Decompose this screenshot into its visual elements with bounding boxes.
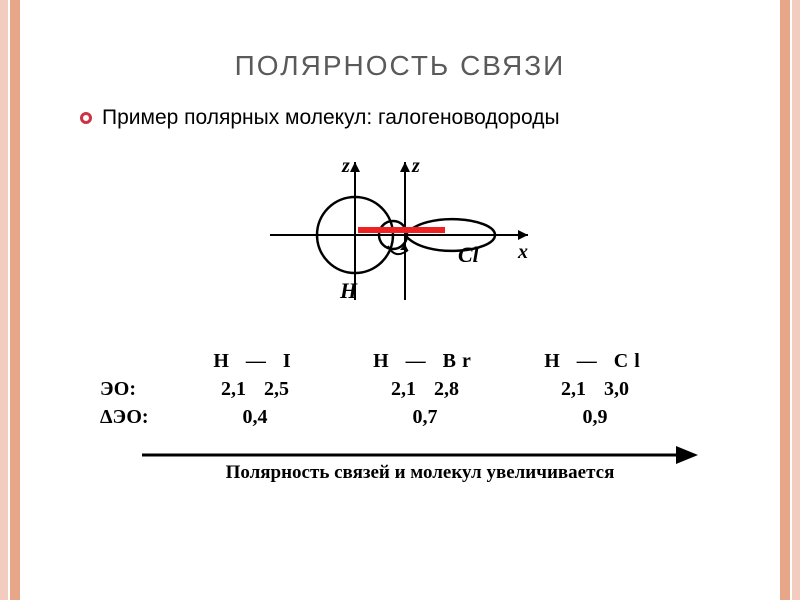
border-stripe-inner — [10, 0, 20, 600]
row-label-deo: ΔЭО: — [100, 406, 170, 429]
atom-cl-label: Cl — [458, 242, 480, 267]
eo-value: 2,5 — [264, 378, 289, 401]
bullet-row: Пример полярных молекул: галогеноводород… — [80, 106, 720, 130]
slide-subtitle: Пример полярных молекул: галогеноводород… — [102, 106, 560, 130]
axis-z2-label: z — [411, 155, 420, 177]
eo-value: 2,8 — [434, 378, 459, 401]
table-row: ЭО: 2,1 2,5 2,1 2,8 2,1 3,0 — [100, 378, 700, 406]
formula-r: Cl — [614, 350, 646, 372]
eo-cell: 2,1 2,5 — [170, 378, 340, 401]
slide-title: ПОЛЯРНОСТЬ СВЯЗИ — [80, 50, 720, 82]
axis-z1-label: z — [341, 155, 350, 177]
row-label-eo: ЭО: — [100, 378, 170, 401]
border-stripe-outer — [0, 0, 8, 600]
mol-cell: H — Cl — [510, 350, 680, 373]
formula-l: H — [373, 350, 395, 372]
bond-dash: — — [246, 350, 272, 372]
eo-cell: 2,1 2,8 — [340, 378, 510, 401]
diagram-area: z z x H Cl H — I H — Br H — Cl — [80, 150, 720, 530]
orbital-diagram: z z x H Cl — [260, 150, 540, 310]
right-border — [776, 0, 800, 600]
mol-cell: H — Br — [340, 350, 510, 373]
electronegativity-table: H — I H — Br H — Cl ЭО: 2,1 2,5 2,1 2,8 — [100, 350, 700, 434]
eo-value: 2,1 — [221, 378, 246, 401]
deo-cell: 0,9 — [510, 406, 680, 429]
mol-cell: H — I — [170, 350, 340, 373]
eo-value: 3,0 — [604, 378, 629, 401]
deo-cell: 0,7 — [340, 406, 510, 429]
deo-cell: 0,4 — [170, 406, 340, 429]
border-stripe-inner — [780, 0, 790, 600]
border-stripe-outer — [792, 0, 800, 600]
bond-dash: — — [577, 350, 603, 372]
table-row: H — I H — Br H — Cl — [100, 350, 700, 378]
trend-caption: Полярность связей и молекул увеличиваетс… — [140, 462, 700, 484]
bond-dash: — — [406, 350, 432, 372]
eo-value: 2,1 — [561, 378, 586, 401]
atom-h-label: H — [339, 278, 358, 303]
slide-content: ПОЛЯРНОСТЬ СВЯЗИ Пример полярных молекул… — [30, 0, 770, 600]
table-row: ΔЭО: 0,4 0,7 0,9 — [100, 406, 700, 434]
formula-r: Br — [443, 350, 477, 372]
bullet-icon — [80, 112, 92, 124]
formula-l: H — [213, 350, 235, 372]
eo-value: 2,1 — [391, 378, 416, 401]
formula-l: H — [544, 350, 566, 372]
axis-x-label: x — [517, 241, 528, 263]
left-border — [0, 0, 24, 600]
formula-r: I — [283, 350, 297, 372]
eo-cell: 2,1 3,0 — [510, 378, 680, 401]
